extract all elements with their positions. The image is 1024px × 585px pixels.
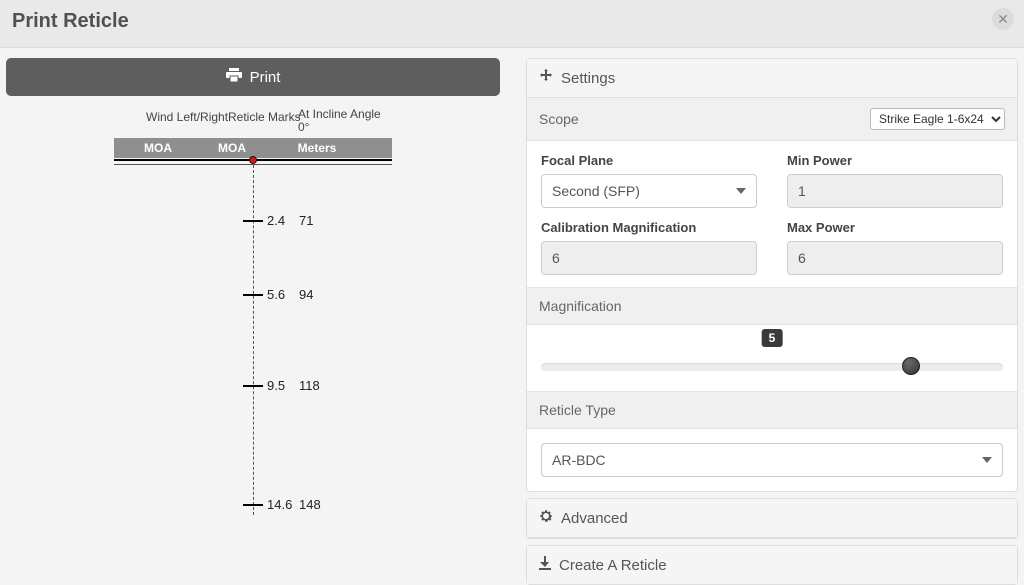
tick-meters: 148 (299, 497, 321, 512)
label-incline: At Incline Angle 0° (298, 108, 381, 134)
tick-meters: 94 (299, 287, 313, 302)
reticle-diagram: Wind Left/Right Reticle Marks At Incline… (6, 110, 500, 540)
settings-header: Settings (527, 59, 1017, 98)
select-reticle-type[interactable]: AR-BDC (541, 443, 1003, 477)
reticle-type-label: Reticle Type (539, 402, 616, 418)
label-max-power: Max Power (787, 220, 1003, 235)
scope-select[interactable]: Strike Eagle 1-6x24 (870, 108, 1005, 130)
close-icon: ✕ (997, 8, 1009, 30)
tick-bar (243, 385, 263, 387)
left-column: Print Wind Left/Right Reticle Marks At I… (6, 58, 500, 585)
colhdr-meters: Meters (272, 141, 362, 155)
field-cal-mag: Calibration Magnification (541, 220, 757, 275)
tick-bar (243, 294, 263, 296)
field-min-power: Min Power (787, 153, 1003, 208)
advanced-title: Advanced (561, 510, 628, 527)
tick-moa: 9.5 (267, 378, 285, 393)
close-button[interactable]: ✕ (992, 8, 1014, 30)
modal-header: Print Reticle ✕ (0, 0, 1024, 48)
advanced-panel: Advanced (526, 498, 1018, 539)
print-button-label: Print (250, 69, 281, 86)
tick-moa: 2.4 (267, 213, 285, 228)
magnification-value-badge: 5 (762, 329, 783, 347)
tick-bar (243, 504, 263, 506)
download-icon (539, 556, 551, 574)
tick-moa: 5.6 (267, 287, 285, 302)
create-reticle-panel: Create A Reticle (526, 545, 1018, 585)
move-icon (539, 69, 553, 87)
reticle-vertical-line (253, 165, 254, 515)
create-reticle-title: Create A Reticle (559, 557, 667, 574)
reticle-type-body: AR-BDC (527, 429, 1017, 491)
settings-title: Settings (561, 70, 615, 87)
right-column: Settings Scope Strike Eagle 1-6x24 Focal… (526, 58, 1018, 585)
magnification-label: Magnification (539, 298, 622, 314)
advanced-header[interactable]: Advanced (527, 499, 1017, 538)
colhdr-moa-left: MOA (114, 141, 192, 155)
colhdr-moa-right: MOA (192, 141, 272, 155)
reticle-center-dot (249, 156, 257, 164)
reticle-column-header: MOA MOA Meters (114, 138, 392, 158)
scope-label: Scope (539, 111, 579, 127)
incline-value: 0° (298, 121, 381, 134)
tick-meters: 71 (299, 213, 313, 228)
label-wind: Wind Left/Right (146, 110, 228, 124)
page-title: Print Reticle (12, 10, 1012, 33)
magnification-slider-thumb[interactable] (902, 357, 920, 375)
tick-bar (243, 220, 263, 222)
label-cal-mag: Calibration Magnification (541, 220, 757, 235)
reticle-type-header: Reticle Type (527, 391, 1017, 429)
field-max-power: Max Power (787, 220, 1003, 275)
create-reticle-header[interactable]: Create A Reticle (527, 546, 1017, 584)
input-cal-mag[interactable] (541, 241, 757, 275)
content-area: Print Wind Left/Right Reticle Marks At I… (0, 48, 1024, 585)
gear-icon (539, 509, 553, 527)
print-button[interactable]: Print (6, 58, 500, 96)
settings-panel: Settings Scope Strike Eagle 1-6x24 Focal… (526, 58, 1018, 492)
tick-meters: 118 (299, 378, 320, 393)
select-focal-plane[interactable]: Second (SFP) (541, 174, 757, 208)
field-focal-plane: Focal Plane Second (SFP) (541, 153, 757, 208)
label-min-power: Min Power (787, 153, 1003, 168)
label-incline-text: At Incline Angle (298, 108, 381, 121)
settings-body: Focal Plane Second (SFP) Min Power Calib… (527, 141, 1017, 287)
magnification-slider-wrap: 5 (527, 325, 1017, 391)
input-min-power[interactable] (787, 174, 1003, 208)
magnification-slider[interactable] (541, 363, 1003, 371)
label-focal-plane: Focal Plane (541, 153, 757, 168)
label-reticle-marks: Reticle Marks (228, 110, 301, 124)
print-icon (226, 68, 242, 86)
scope-row: Scope Strike Eagle 1-6x24 (527, 98, 1017, 141)
magnification-header: Magnification (527, 287, 1017, 325)
tick-moa: 14.6 (267, 497, 292, 512)
input-max-power[interactable] (787, 241, 1003, 275)
